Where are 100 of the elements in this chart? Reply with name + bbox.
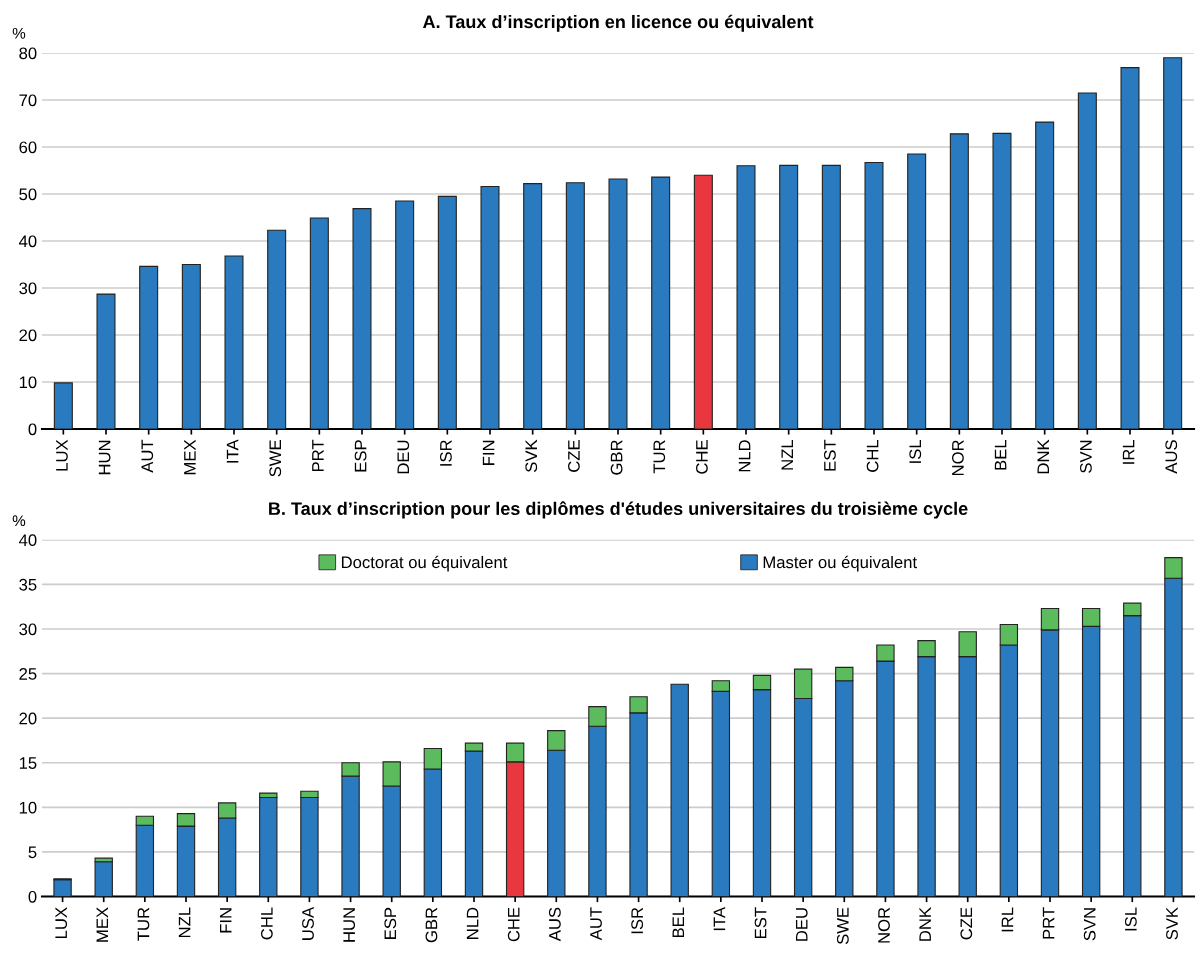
y-tick-label: 0 (28, 423, 37, 436)
y-tick-label: 10 (19, 801, 37, 814)
x-tick-label: SVK (525, 439, 538, 472)
x-tick-label: SWE (269, 440, 282, 477)
y-tick-label: 0 (28, 890, 37, 903)
x-tick-label: FIN (219, 908, 232, 933)
bar (608, 178, 628, 429)
x-tick-label: PRT (1042, 907, 1055, 939)
x-tick-label: NOR (952, 440, 964, 476)
x-tick-label: ITA (226, 439, 239, 463)
x-tick-label: ISL (1124, 907, 1137, 931)
y-tick-label: 50 (19, 188, 37, 201)
bar (821, 164, 841, 429)
x-tick-label: GBR (610, 440, 623, 475)
bar (523, 183, 543, 429)
y-tick-label: 35 (19, 578, 37, 591)
y-axis-title: % (12, 515, 26, 527)
x-tick-label: SWE (836, 907, 849, 945)
bar (94, 861, 113, 897)
y-tick-label: 20 (19, 712, 37, 725)
bar (651, 176, 671, 429)
x-tick-label: DNK (1037, 439, 1049, 474)
x-tick-label: HUN (343, 908, 356, 942)
y-tick-label: 20 (19, 329, 37, 342)
x-tick-label: USA (302, 906, 314, 940)
y-tick-label: 30 (19, 623, 37, 636)
x-tick-label: MEX (184, 439, 196, 475)
x-tick-label: AUT (590, 907, 602, 941)
bar (693, 174, 713, 429)
bar (259, 796, 278, 897)
bar (437, 195, 457, 429)
x-tick-label: FIN (482, 440, 495, 465)
x-tick-label: NZL (178, 907, 191, 938)
bar (53, 879, 72, 897)
bar (395, 200, 415, 429)
x-tick-label: CHL (866, 439, 879, 472)
y-tick-label: 40 (18, 235, 37, 248)
bar (864, 161, 884, 429)
x-tick-label: DNK (919, 907, 931, 941)
bar (267, 229, 287, 429)
x-tick-label: NOR (878, 907, 890, 943)
x-tick-label: AUT (141, 439, 154, 473)
bar (309, 217, 329, 429)
x-tick-label: PRT (312, 439, 324, 472)
bar (949, 133, 969, 429)
x-tick-label: CHE (507, 907, 520, 942)
y-tick-label: 60 (19, 141, 37, 154)
chart-title: B. Taux d’inscription pour les diplômes d'études universitaires du troisième cycle (269, 501, 968, 519)
x-tick-label: ISL (909, 439, 922, 463)
legend-label: Master ou équivalent (763, 555, 917, 572)
x-tick-label: AUS (548, 907, 561, 942)
x-tick-label: TUR (137, 907, 150, 941)
x-tick-label: ESP (354, 440, 367, 472)
x-tick-label: LUX (56, 439, 68, 471)
legend-label: Doctorat ou équivalent (341, 555, 508, 572)
x-tick-label: BEL (672, 907, 685, 938)
x-tick-label: IRL (1122, 439, 1135, 464)
x-tick-label: NLD (738, 440, 751, 472)
bar (352, 208, 372, 429)
x-tick-label: CZE (568, 440, 580, 472)
y-tick-label: 5 (28, 846, 37, 859)
x-tick-label: SVN (1080, 440, 1092, 473)
x-tick-label: NZL (781, 439, 793, 470)
y-tick-label: 40 (18, 534, 37, 547)
bar (779, 164, 799, 429)
y-tick-label: 30 (19, 282, 37, 295)
x-tick-label: EST (824, 439, 836, 471)
bar (992, 132, 1012, 429)
bar (736, 165, 756, 429)
bar (1077, 92, 1097, 429)
y-tick-label: 10 (19, 376, 37, 389)
x-tick-label: MEX (96, 907, 109, 942)
bar (1035, 121, 1055, 429)
bar (96, 293, 116, 429)
y-axis-title: % (12, 27, 26, 39)
bar (670, 683, 689, 897)
x-tick-label: LUX (55, 907, 68, 938)
x-tick-label: ESP (384, 907, 397, 939)
x-tick-label: NLD (466, 907, 479, 939)
x-tick-label: ITA (713, 906, 726, 931)
x-tick-label: ISR (631, 907, 644, 934)
x-tick-label: TUR (653, 440, 666, 474)
bar (181, 263, 201, 429)
bar (53, 382, 73, 429)
bar (1163, 57, 1183, 429)
x-tick-label: GBR (425, 907, 438, 943)
bar (224, 255, 244, 429)
y-tick-label: 80 (19, 47, 37, 60)
bar (139, 265, 159, 429)
x-tick-label: DEU (397, 440, 410, 474)
bar (1120, 67, 1140, 429)
bar (565, 182, 585, 429)
y-tick-label: 15 (19, 757, 37, 769)
x-tick-label: CHE (696, 440, 708, 474)
x-tick-label: SVK (1166, 907, 1178, 940)
x-tick-label: AUS (1165, 440, 1178, 474)
x-tick-label: IRL (1001, 907, 1014, 932)
x-tick-label: SVN (1083, 908, 1096, 941)
x-tick-label: ISR (440, 440, 452, 466)
x-tick-label: HUN (98, 440, 111, 475)
